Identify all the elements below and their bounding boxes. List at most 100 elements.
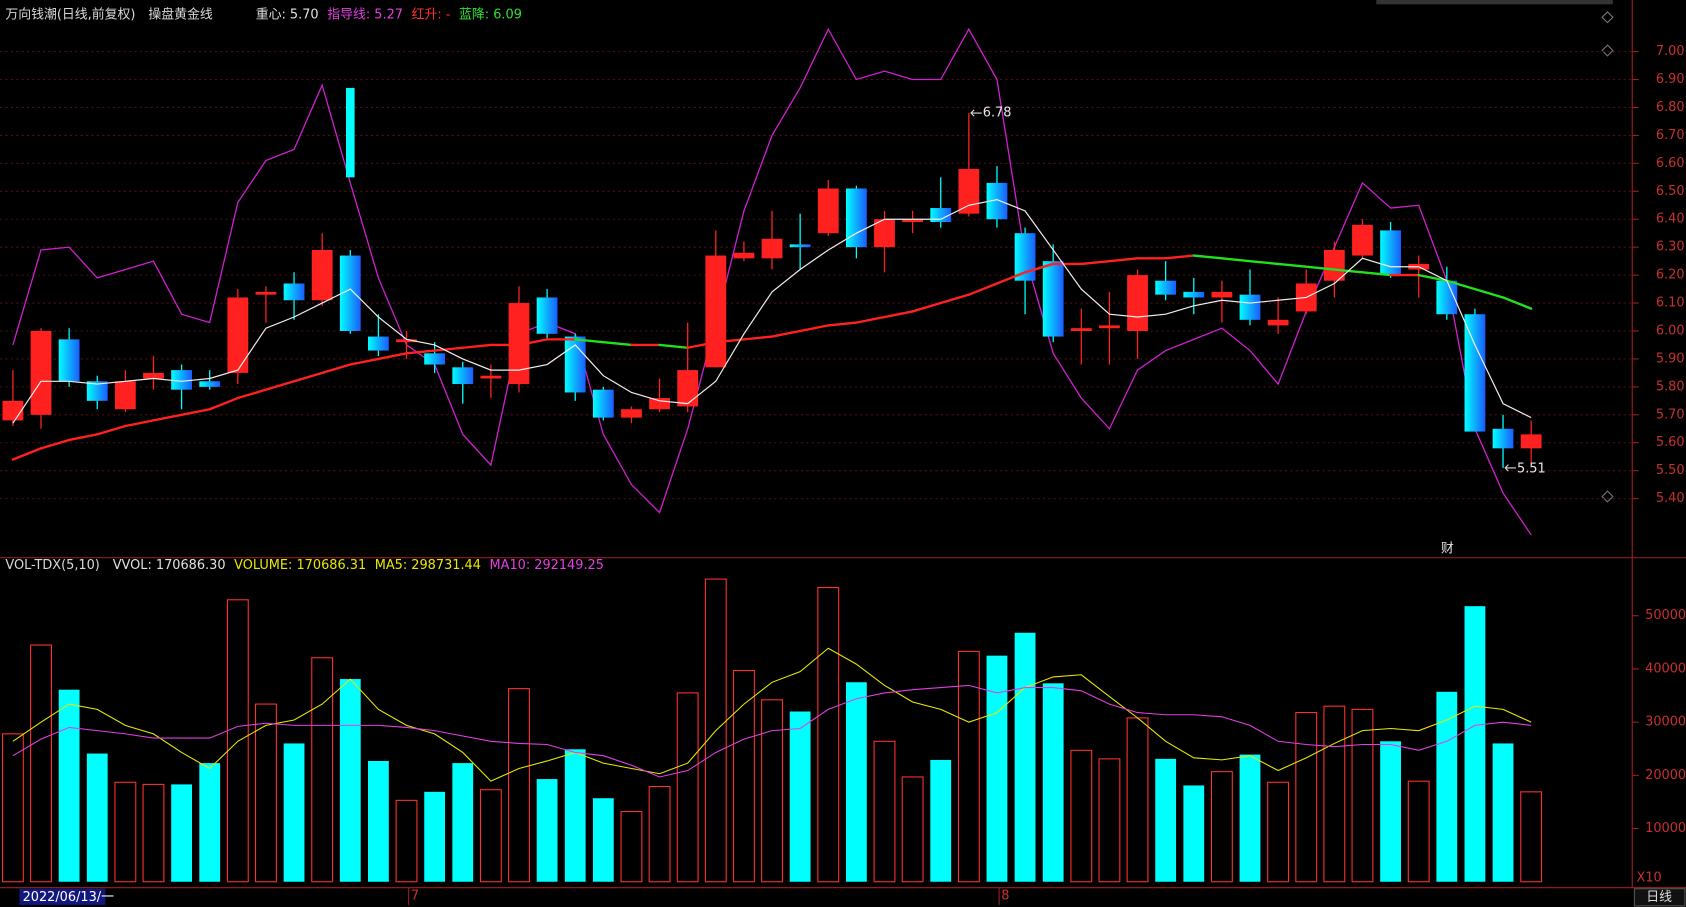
candle-body	[396, 339, 417, 343]
trend-line	[349, 357, 380, 366]
y-tick-label: 10000	[1645, 821, 1686, 836]
candle-body	[733, 252, 755, 259]
candle-body	[283, 283, 305, 301]
short-line	[12, 199, 1532, 424]
candle-body	[2, 400, 24, 421]
trend-line	[377, 352, 408, 361]
candle-body	[199, 381, 221, 387]
readout: 蓝降: 6.09	[459, 8, 522, 23]
y-tick-label: 5.90	[1656, 351, 1685, 366]
candle-body	[1436, 280, 1458, 315]
candle-body	[143, 372, 164, 379]
volume-bar	[704, 578, 727, 883]
trend-line	[1220, 257, 1252, 263]
y-tick-label: 6.00	[1656, 323, 1685, 338]
candle-body	[649, 398, 670, 410]
trend-line	[1305, 265, 1336, 271]
y-tick-label: 5.70	[1656, 407, 1685, 422]
candle-body	[255, 291, 277, 295]
candle-body	[930, 208, 952, 223]
volume-bar	[171, 784, 193, 882]
pane-icons[interactable]	[1601, 11, 1614, 503]
signal-bar	[345, 87, 355, 178]
period-label[interactable]: 日线	[1646, 890, 1672, 905]
candle-body	[452, 367, 474, 385]
candle-body	[1127, 275, 1148, 331]
trend-line	[911, 301, 942, 313]
volume-bar	[255, 703, 277, 883]
trend-line	[1473, 287, 1505, 299]
pane-title: VOL-TDX(5,10)	[5, 558, 99, 573]
candle-body	[986, 182, 1008, 220]
plot-layer: 万向钱潮(日线,前复权) 操盘黄金线 重心: 5.70 指导线: 5.27 红升: - 蓝…	[0, 7, 1686, 905]
volume-bar	[283, 743, 305, 882]
volume-bar	[536, 779, 558, 882]
volume-bar	[676, 692, 699, 883]
candle-body	[1183, 291, 1205, 298]
trend-line	[1276, 262, 1308, 268]
candle-body	[339, 255, 361, 331]
candle-body	[227, 297, 249, 373]
volume-bar	[1155, 758, 1177, 882]
trend-line	[658, 343, 689, 349]
candle-body	[1520, 434, 1542, 449]
toolbar-edge	[1376, 0, 1613, 5]
annotation-label: 6.78	[983, 106, 1012, 121]
volume-bar	[1407, 780, 1430, 883]
trend-line	[320, 363, 352, 375]
volume-bar	[508, 688, 530, 883]
candle-body	[1042, 261, 1064, 337]
volume-bar	[1351, 708, 1374, 883]
volume-bar	[1070, 749, 1093, 883]
candle-body	[761, 238, 783, 259]
readout: 指导线: 5.27	[327, 8, 403, 23]
volume-bar	[1239, 754, 1261, 882]
trend-line	[883, 310, 914, 319]
pane-title: 万向钱潮(日线,前复权)	[5, 7, 135, 23]
volume-bar	[1492, 743, 1514, 882]
y-tick-label: 20000	[1645, 768, 1686, 783]
ma5-line	[12, 647, 1532, 782]
candle-body	[311, 249, 333, 301]
volume-bar	[1014, 632, 1036, 882]
candle-body	[1211, 291, 1233, 298]
volume-bar	[1210, 771, 1233, 883]
candle-body	[424, 353, 446, 365]
volume-bar	[114, 781, 137, 883]
trend-line	[292, 371, 324, 383]
trend-line	[574, 338, 605, 344]
y-tick-label: 6.10	[1656, 296, 1685, 311]
volume-bar	[86, 753, 108, 882]
y-tick-label: 6.40	[1656, 212, 1685, 227]
volume-bar	[395, 799, 418, 883]
volume-bar	[845, 682, 867, 882]
volume-bar	[1042, 683, 1064, 882]
volume-bar	[311, 657, 334, 883]
candle-body	[1070, 328, 1092, 331]
candle-body	[1014, 233, 1036, 281]
y-tick-label: 40000	[1645, 661, 1686, 676]
volume-bar	[1380, 741, 1401, 882]
cursor-date-box	[19, 888, 106, 905]
volume-bar	[424, 791, 446, 882]
candle-body	[30, 330, 52, 415]
candle-body	[480, 375, 502, 379]
trend-line	[995, 271, 1027, 285]
volume-bar	[339, 679, 361, 882]
y-tick-label: 50000	[1645, 608, 1686, 623]
annotation-arrow	[1504, 464, 1516, 472]
y-tick-label: 30000	[1645, 715, 1686, 730]
x-tick-label: 2022/06/13/一	[23, 890, 115, 905]
trend-line	[517, 338, 549, 347]
trend-line	[939, 293, 971, 305]
volume-bar	[1, 733, 24, 883]
volume-bar	[1464, 606, 1486, 882]
trend-line	[742, 335, 774, 341]
period-box[interactable]	[1633, 888, 1686, 907]
unit-label: X10	[1637, 870, 1662, 885]
volume-bar	[226, 599, 249, 883]
trend-line	[208, 396, 240, 411]
trend-line	[264, 380, 296, 391]
y-tick-label: 5.40	[1656, 491, 1685, 506]
